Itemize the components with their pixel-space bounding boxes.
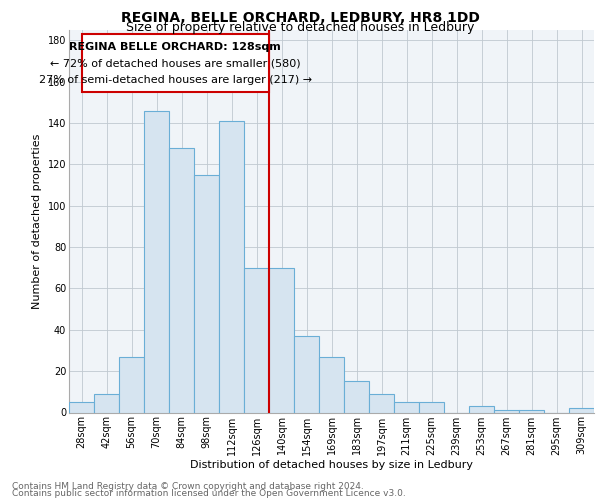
Y-axis label: Number of detached properties: Number of detached properties: [32, 134, 42, 309]
Bar: [269, 268, 294, 412]
Bar: [519, 410, 544, 412]
Bar: [394, 402, 419, 412]
Bar: [169, 148, 194, 412]
Text: REGINA BELLE ORCHARD: 128sqm: REGINA BELLE ORCHARD: 128sqm: [70, 42, 281, 52]
Text: Size of property relative to detached houses in Ledbury: Size of property relative to detached ho…: [126, 21, 474, 34]
Bar: [469, 406, 494, 412]
Text: Contains HM Land Registry data © Crown copyright and database right 2024.: Contains HM Land Registry data © Crown c…: [12, 482, 364, 491]
Bar: [419, 402, 444, 412]
Bar: [369, 394, 394, 412]
Bar: [194, 174, 219, 412]
Bar: [494, 410, 519, 412]
Bar: [244, 268, 269, 412]
Bar: [294, 336, 319, 412]
Bar: [119, 356, 144, 412]
Text: ← 72% of detached houses are smaller (580): ← 72% of detached houses are smaller (58…: [50, 59, 301, 69]
Bar: [319, 356, 344, 412]
FancyBboxPatch shape: [82, 34, 269, 92]
Bar: [144, 110, 169, 412]
Bar: [219, 121, 244, 412]
Bar: [94, 394, 119, 412]
Bar: [344, 382, 369, 412]
Bar: [569, 408, 594, 412]
X-axis label: Distribution of detached houses by size in Ledbury: Distribution of detached houses by size …: [190, 460, 473, 470]
Text: REGINA, BELLE ORCHARD, LEDBURY, HR8 1DD: REGINA, BELLE ORCHARD, LEDBURY, HR8 1DD: [121, 11, 479, 25]
Text: 27% of semi-detached houses are larger (217) →: 27% of semi-detached houses are larger (…: [38, 76, 312, 86]
Bar: [69, 402, 94, 412]
Text: Contains public sector information licensed under the Open Government Licence v3: Contains public sector information licen…: [12, 489, 406, 498]
